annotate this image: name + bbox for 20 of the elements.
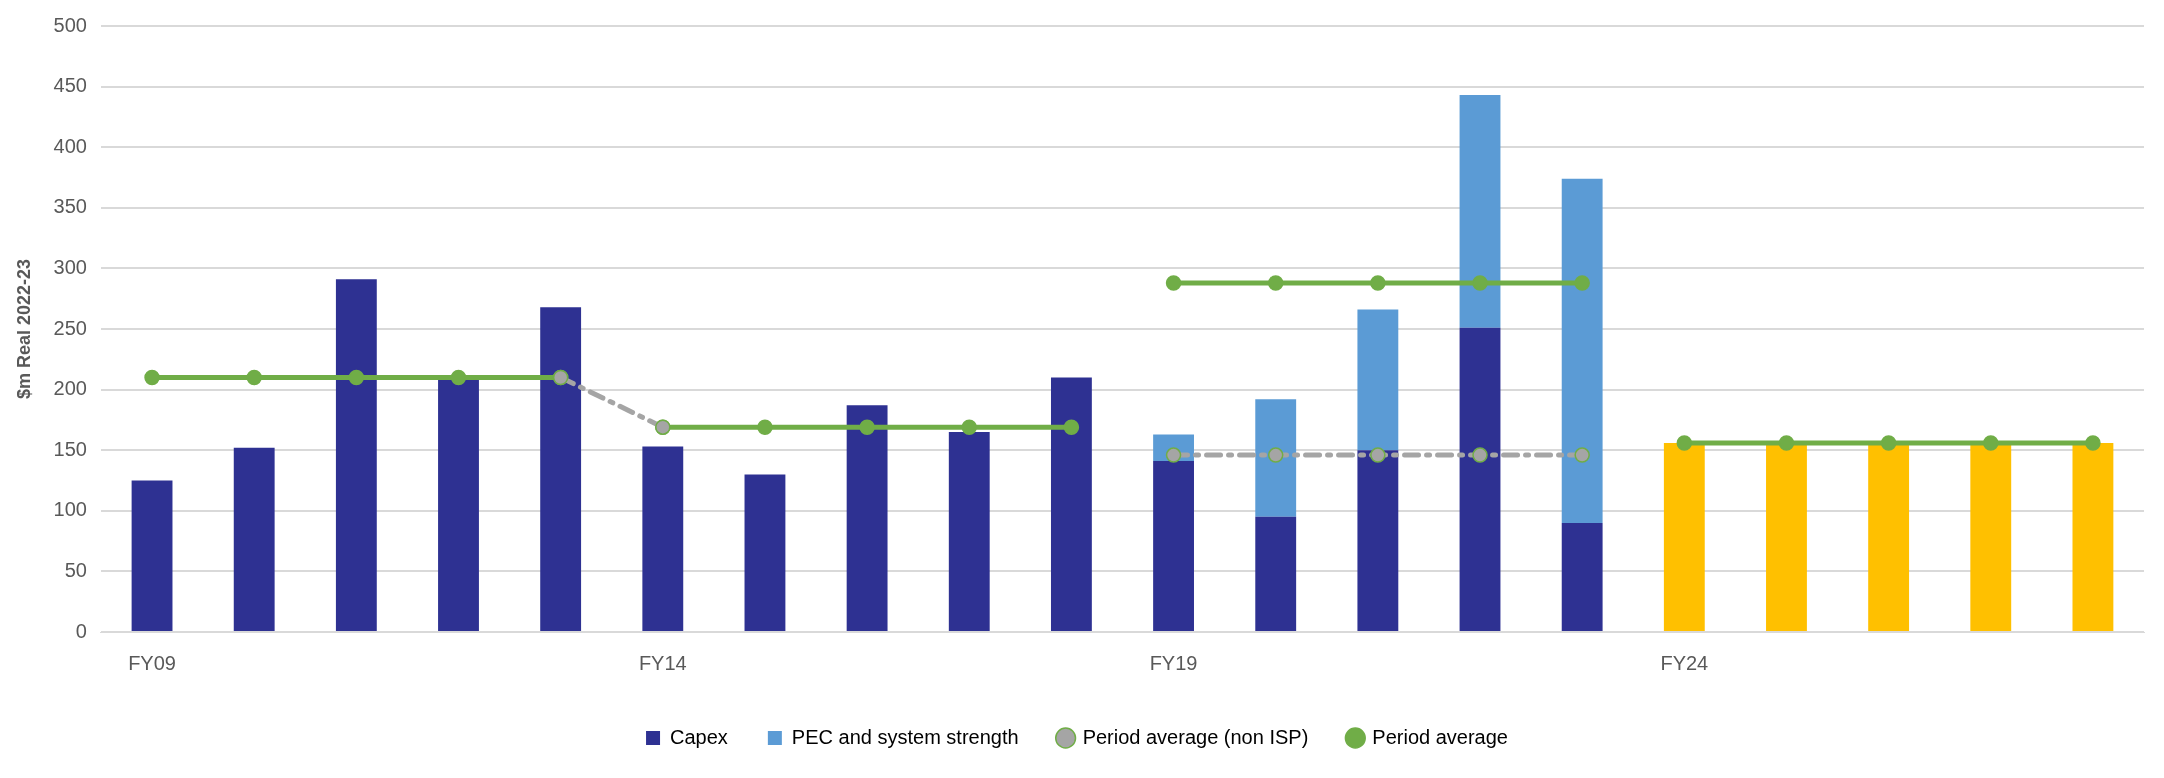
y-axis-title: $m Real 2022-23: [13, 258, 34, 400]
x-tick-label: FY19: [1149, 651, 1198, 674]
x-tick-label: FY24: [1660, 651, 1709, 674]
y-tick-label: 450: [53, 74, 87, 97]
x-tick-label: FY09: [128, 651, 176, 674]
y-tick-label: 100: [53, 498, 87, 521]
legend-label: Capex: [670, 725, 728, 748]
legend-label: Period average (non ISP): [1082, 725, 1309, 748]
y-tick-label: 50: [64, 558, 87, 581]
x-tick-label: FY14: [638, 651, 687, 674]
y-tick-label: 250: [53, 316, 87, 339]
legend-label: Period average: [1372, 725, 1508, 748]
y-tick-label: 150: [53, 437, 87, 460]
y-tick-label: 300: [53, 255, 87, 278]
legend-label: PEC and system strength: [791, 725, 1019, 748]
y-tick-label: 0: [75, 619, 87, 642]
y-tick-label: 200: [53, 377, 87, 400]
y-tick-label: 400: [53, 134, 87, 157]
y-tick-label: 500: [53, 13, 87, 36]
y-tick-label: 350: [53, 195, 87, 218]
